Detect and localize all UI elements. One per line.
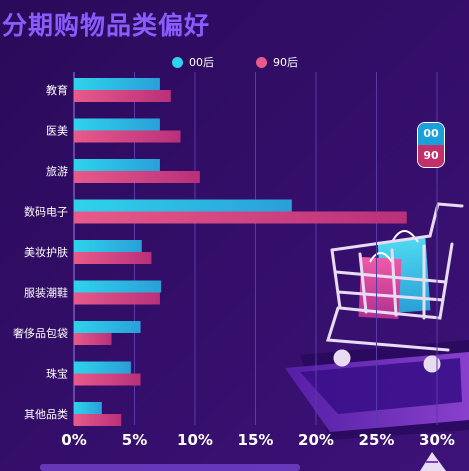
category-label: 奢侈品包袋	[13, 326, 68, 340]
age-badge: 00 90	[417, 122, 445, 168]
x-tick-label: 10%	[177, 431, 213, 449]
category-label: 教育	[46, 83, 68, 97]
legend-dot-90	[256, 56, 267, 68]
bar-90	[74, 90, 171, 102]
x-tick-label: 20%	[298, 431, 334, 449]
category-label: 旅游	[46, 164, 68, 178]
shopping-cart-icon	[326, 202, 464, 373]
category-label: 美妆护肤	[24, 245, 68, 259]
x-tick-label: 5%	[122, 431, 147, 449]
category-label: 其他品类	[24, 407, 68, 421]
bar-00	[74, 361, 131, 374]
legend-dot-00	[172, 56, 183, 68]
bar-00	[74, 199, 292, 212]
x-tick-label: 30%	[419, 431, 455, 449]
category-label: 珠宝	[46, 367, 68, 381]
bar-90	[74, 373, 141, 386]
category-label: 医美	[46, 125, 68, 138]
bar-00	[74, 280, 162, 293]
bar-00	[74, 402, 102, 414]
bar-00	[74, 159, 160, 171]
bottom-bar	[40, 464, 300, 471]
bar-90	[74, 333, 112, 345]
bar-00	[74, 118, 160, 131]
bar-90	[74, 252, 152, 264]
x-tick-label: 0%	[61, 431, 86, 449]
x-tick-label: 25%	[359, 431, 395, 449]
bar-00	[74, 321, 141, 333]
badge-bottom: 90	[418, 145, 444, 167]
bar-00	[74, 78, 160, 90]
bar-00	[74, 240, 142, 252]
legend-item-00: 00后	[172, 54, 214, 70]
bar-90	[74, 130, 181, 143]
bar-90	[74, 171, 200, 183]
page-title: 分期购物品类偏好	[2, 11, 211, 40]
legend-item-90: 90后	[256, 54, 298, 70]
bar-90	[74, 211, 407, 224]
bar-90	[74, 414, 122, 426]
rocket-icon	[420, 452, 446, 471]
category-label: 服装潮鞋	[24, 286, 68, 300]
legend-label-00: 00后	[189, 56, 214, 69]
category-label: 数码电子	[24, 206, 68, 219]
bar-90	[74, 292, 160, 305]
legend-label-90: 90后	[273, 56, 298, 69]
x-tick-label: 15%	[238, 431, 274, 449]
badge-top: 00	[418, 123, 444, 145]
